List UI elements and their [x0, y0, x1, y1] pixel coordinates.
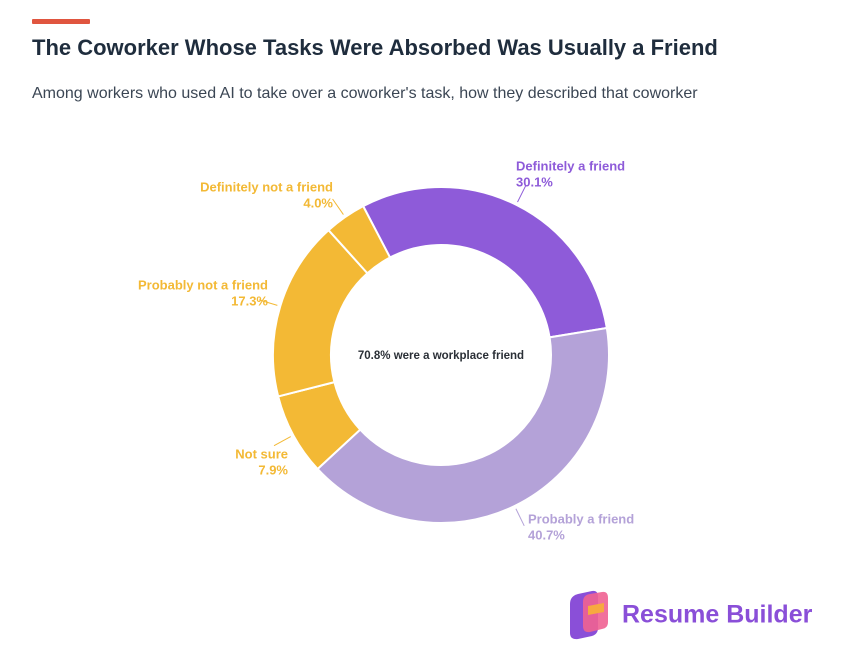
center-label: 70.8% were a workplace friend: [358, 350, 524, 362]
chart-title: The Coworker Whose Tasks Were Absorbed W…: [32, 35, 718, 60]
brand-name: Resume Builder: [622, 601, 813, 629]
slice-value: 7.9%: [258, 462, 288, 477]
leader-line: [517, 184, 527, 203]
leader-line: [259, 299, 278, 306]
leader-line: [515, 508, 525, 527]
slice-label: Definitely a friend: [516, 158, 625, 173]
leader-line: [332, 198, 344, 215]
slice-label: Definitely not a friend: [200, 179, 333, 194]
donut-slice: [316, 326, 610, 524]
slice-value: 30.1%: [516, 174, 553, 189]
accent-bar: [32, 19, 90, 24]
slice-value: 40.7%: [528, 527, 565, 542]
chart-subtitle: Among workers who used AI to take over a…: [32, 85, 698, 102]
slice-label: Probably not a friend: [138, 277, 268, 292]
donut-slice: [361, 186, 608, 339]
slice-value: 4.0%: [303, 195, 333, 210]
donut-slice: [327, 204, 392, 275]
slice-label: Probably a friend: [528, 511, 634, 526]
brand-logo: [570, 590, 608, 640]
slice-label: Not sure: [235, 446, 288, 461]
leader-line: [273, 436, 291, 447]
slice-value: 17.3%: [231, 293, 268, 308]
